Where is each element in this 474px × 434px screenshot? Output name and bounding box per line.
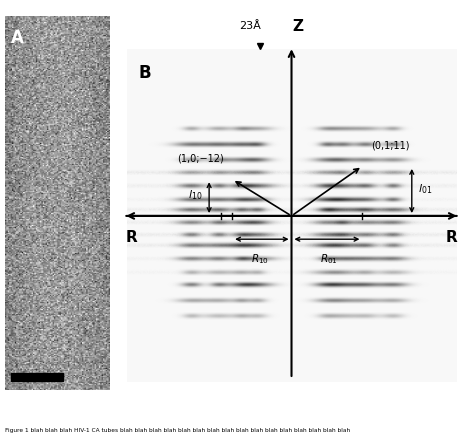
Text: $\mathit{l}_{01}$: $\mathit{l}_{01}$ <box>419 181 433 195</box>
Text: (1,0;−12): (1,0;−12) <box>177 153 224 163</box>
Text: Figure 1 blah blah blah HIV-1 CA tubes blah blah blah blah blah blah blah blah b: Figure 1 blah blah blah HIV-1 CA tubes b… <box>5 427 350 432</box>
Bar <box>11 373 63 381</box>
Text: $R_{01}$: $R_{01}$ <box>319 251 337 265</box>
Text: Z: Z <box>292 19 304 34</box>
Text: R: R <box>126 230 137 245</box>
Text: $\mathit{l}_{10}$: $\mathit{l}_{10}$ <box>188 188 202 202</box>
Text: $R_{10}$: $R_{10}$ <box>251 251 269 265</box>
Text: (0,1;11): (0,1;11) <box>371 140 410 150</box>
Text: A: A <box>11 29 24 46</box>
Text: R: R <box>446 230 457 245</box>
Text: 23Å: 23Å <box>239 21 261 31</box>
Text: B: B <box>138 64 151 82</box>
